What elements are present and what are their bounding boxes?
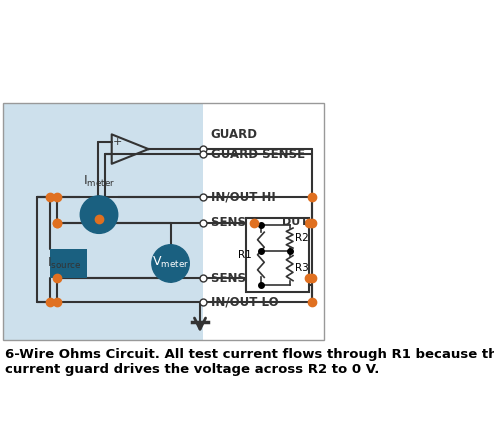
Text: DUT: DUT [282, 217, 308, 227]
FancyBboxPatch shape [2, 103, 204, 340]
Bar [246, 218, 309, 292]
Text: 6-Wire Ohms Circuit. All test current flows through R1 because the high
current : 6-Wire Ohms Circuit. All test current fl… [5, 349, 494, 376]
Text: IN/OUT LO: IN/OUT LO [211, 295, 278, 308]
Text: I$_\mathrm{meter}$: I$_\mathrm{meter}$ [83, 174, 115, 189]
Text: −: − [112, 148, 123, 161]
Text: IN/OUT HI: IN/OUT HI [211, 190, 276, 203]
Bar [50, 249, 87, 278]
Text: SENSE HI: SENSE HI [211, 216, 272, 229]
Text: +: + [112, 138, 122, 147]
Text: R1: R1 [238, 250, 251, 260]
Text: GUARD SENSE: GUARD SENSE [211, 148, 305, 161]
Text: I$_\mathrm{source}$: I$_\mathrm{source}$ [47, 256, 82, 271]
Text: R3: R3 [295, 263, 309, 273]
Text: GUARD: GUARD [211, 128, 258, 141]
Text: SENSE LO: SENSE LO [211, 271, 275, 284]
Circle shape [152, 245, 189, 282]
Circle shape [80, 196, 118, 233]
Text: R2: R2 [295, 233, 309, 243]
Text: V$_\mathrm{meter}$: V$_\mathrm{meter}$ [152, 254, 189, 270]
